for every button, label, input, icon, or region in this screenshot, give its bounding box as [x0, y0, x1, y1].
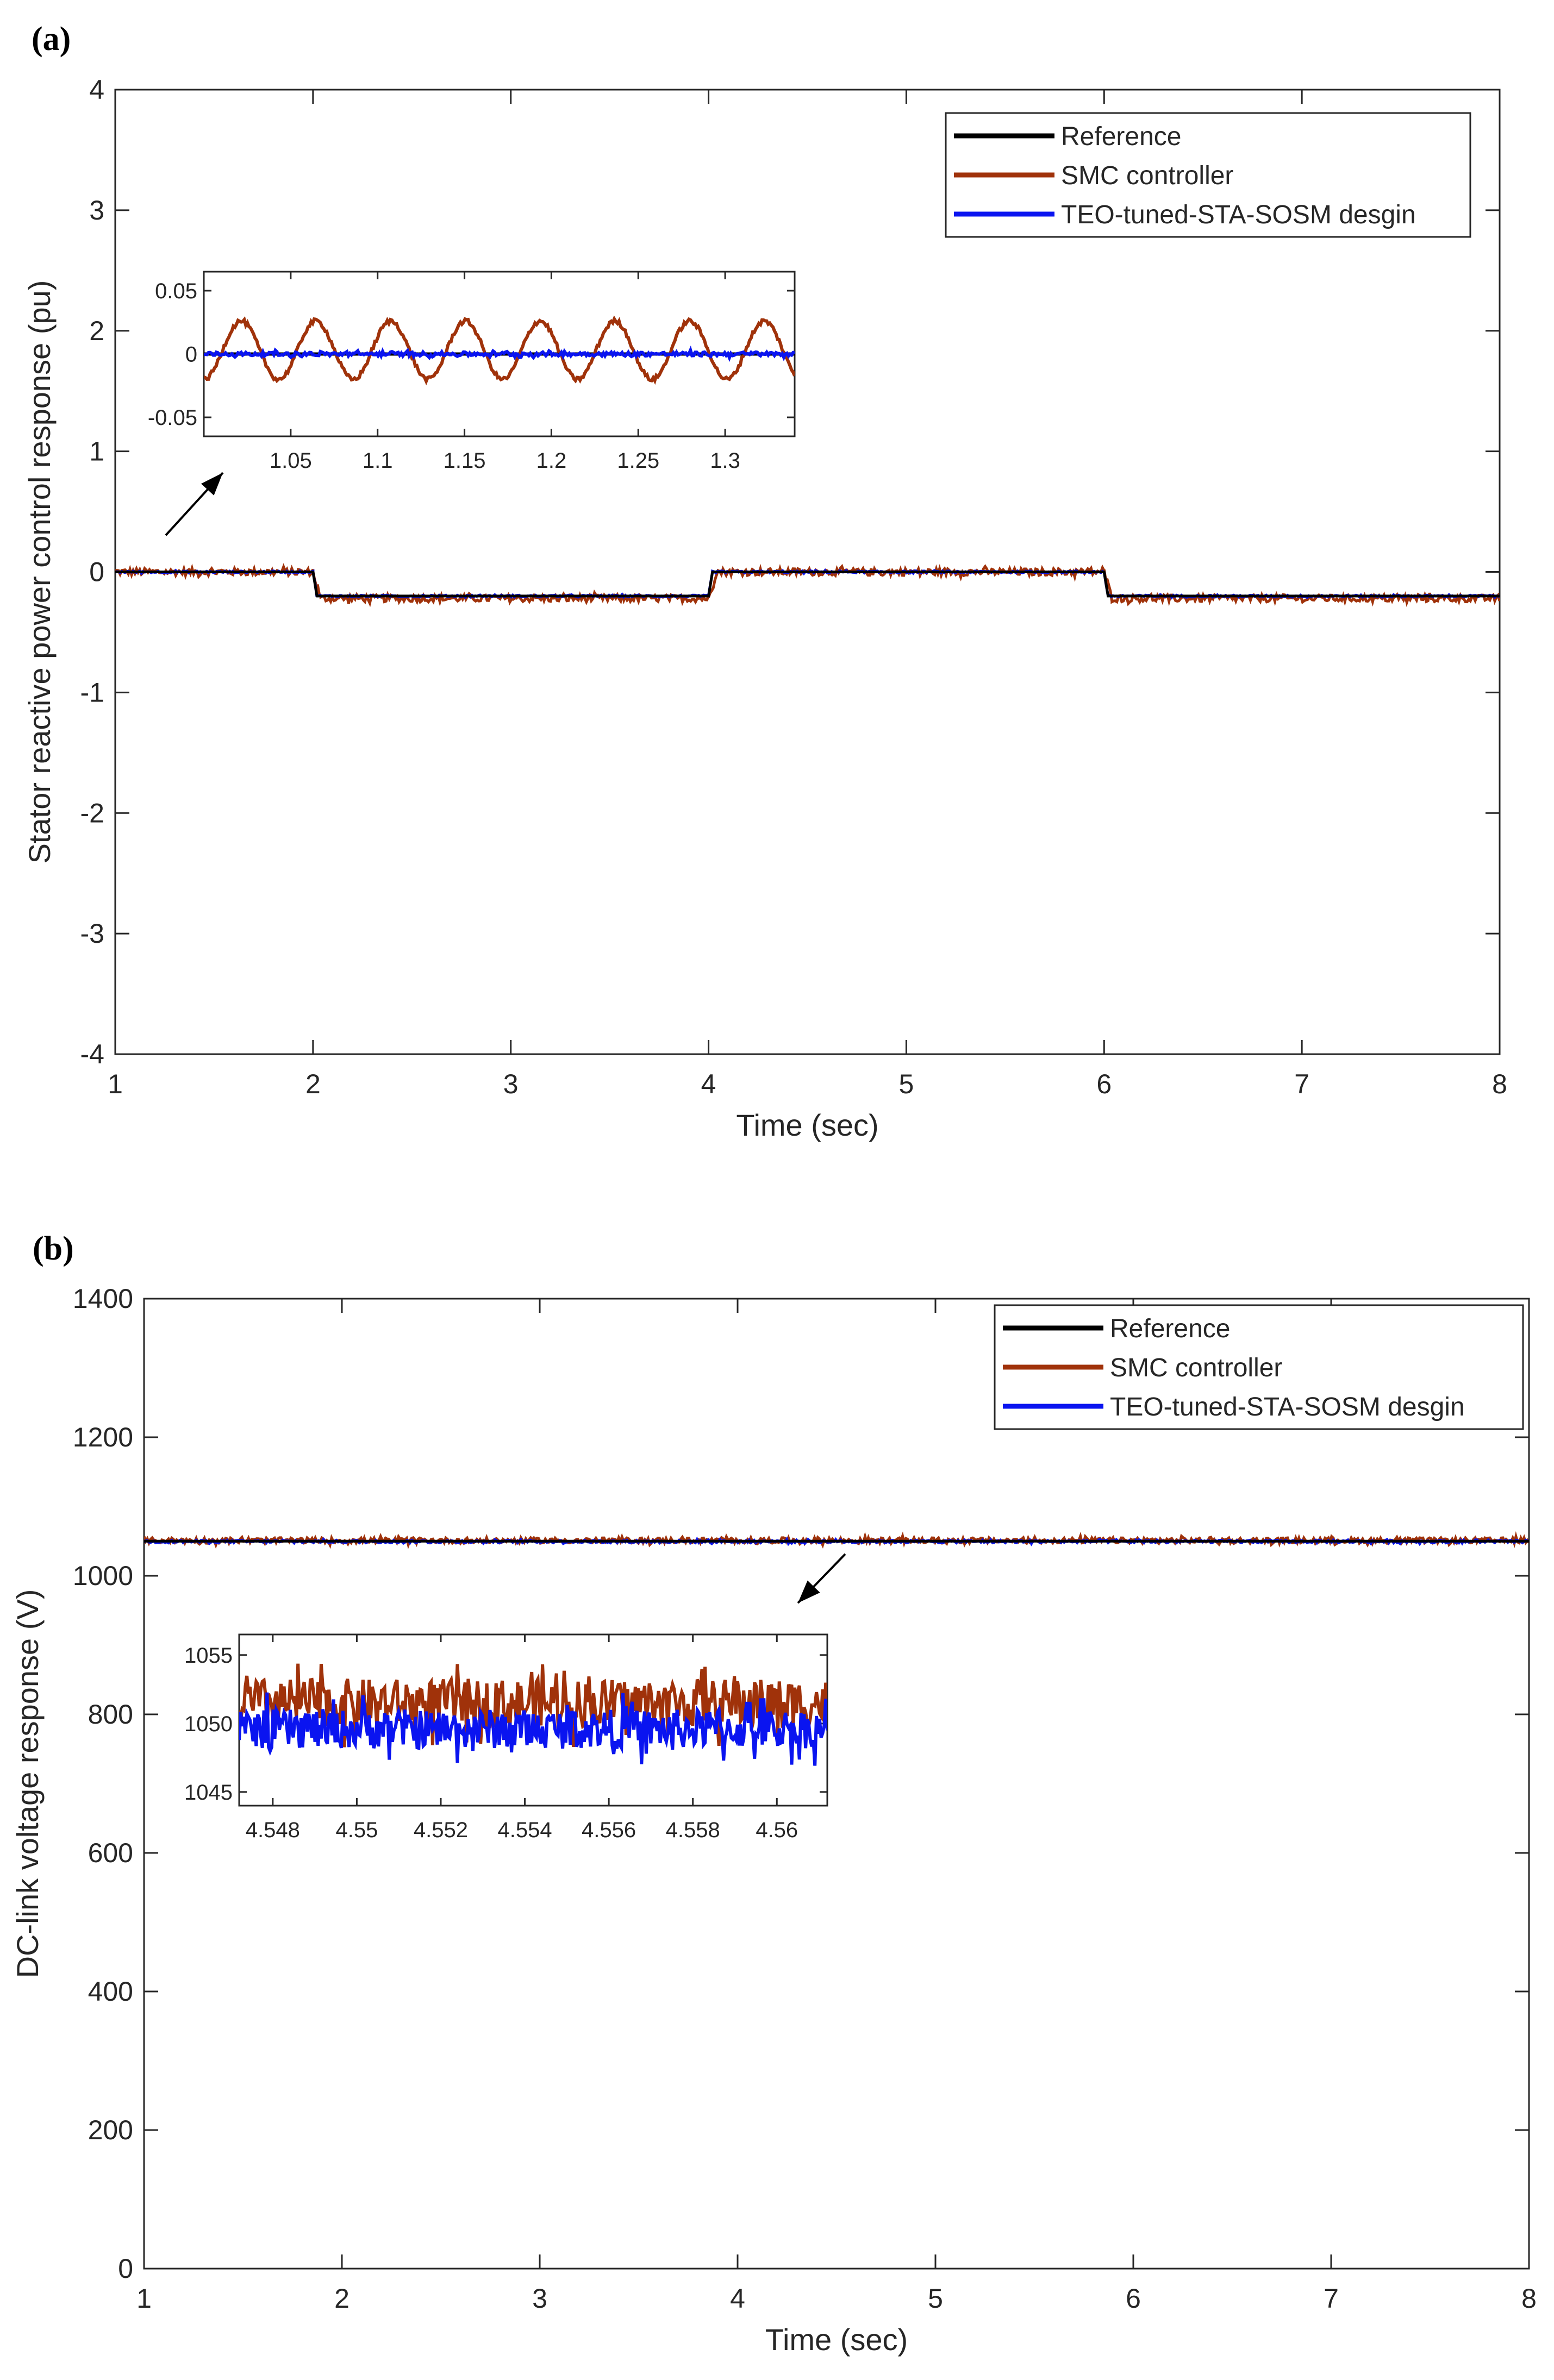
- y-tick-label: 400: [88, 1976, 133, 2007]
- y-tick-label: 4: [89, 74, 104, 105]
- inset-x-tick-label: 4.552: [414, 1818, 468, 1842]
- x-tick-label: 5: [899, 1069, 914, 1099]
- inset-series-line-smc-controller: [204, 315, 795, 386]
- panel-label: (a): [32, 21, 71, 58]
- inset-x-tick-label: 4.556: [582, 1818, 636, 1842]
- x-axis-label: Time (sec): [736, 1108, 878, 1142]
- x-tick-label: 3: [532, 2283, 547, 2314]
- inset-x-tick-label: 1.2: [536, 449, 567, 473]
- inset-y-tick-label: 0.05: [155, 279, 197, 303]
- inset-y-tick-label: 1055: [184, 1644, 233, 1668]
- y-tick-label: 200: [88, 2115, 133, 2145]
- legend-entry: TEO-tuned-STA-SOSM desgin: [1110, 1393, 1465, 1421]
- legend: Reference SMC controller TEO-tuned-STA-SOS…: [994, 1304, 1524, 1430]
- panel-label: (b): [33, 1230, 74, 1267]
- inset: 4.548 4.55 4.552 4.554 4.556 4.558 4.56 1055 105…: [184, 1633, 828, 1842]
- inset-y-tick-label: -0.05: [148, 406, 197, 430]
- x-tick-label: 2: [334, 2283, 350, 2314]
- y-tick-label: -2: [80, 798, 104, 828]
- inset-x-tick-label: 4.56: [756, 1818, 798, 1842]
- legend-entry: TEO-tuned-STA-SOSM desgin: [1061, 201, 1416, 229]
- y-tick-label: 600: [88, 1838, 133, 1868]
- y-tick-label: -3: [80, 918, 104, 949]
- y-tick-label: 0: [118, 2253, 133, 2284]
- inset-x-tick-label: 1.25: [617, 449, 659, 473]
- y-tick-label: 2: [89, 316, 104, 346]
- panel-b: (b) 1 2 3 4 5 6 7 8 0 200 400 600 800 1000 1200 1400 Time…: [10, 1230, 1537, 2357]
- x-tick-label: 8: [1521, 2283, 1537, 2314]
- inset-x-tick-label: 1.1: [363, 449, 393, 473]
- x-tick-label: 5: [928, 2283, 943, 2314]
- panel-a: (a) 1 2 3 4 5 6 7 8 -4 -3 -2 -1 0 1 2 3 4 Time (sec) Stator…: [22, 21, 1507, 1142]
- inset-x-tick-label: 4.55: [335, 1818, 378, 1842]
- legend: Reference SMC controller TEO-tuned-STA-SOS…: [945, 112, 1471, 238]
- inset-pointer-arrow: [797, 1553, 846, 1604]
- x-tick-label: 6: [1096, 1069, 1112, 1099]
- x-tick-label: 1: [108, 1069, 123, 1099]
- x-tick-label: 2: [305, 1069, 321, 1099]
- y-axis-label: Stator reactive power control response (…: [22, 280, 57, 864]
- legend-entry: SMC controller: [1061, 161, 1233, 190]
- x-tick-label: 3: [503, 1069, 519, 1099]
- x-tick-label: 6: [1126, 2283, 1141, 2314]
- inset-x-tick-label: 4.554: [497, 1818, 552, 1842]
- axes-box: [143, 1298, 1530, 2270]
- y-tick-label: -1: [80, 677, 104, 707]
- inset-y-tick-label: 1045: [184, 1781, 233, 1805]
- y-axis-label: DC-link voltage response (V): [10, 1589, 45, 1978]
- inset-y-tick-label: 0: [185, 343, 197, 367]
- arrow-head: [201, 473, 223, 496]
- x-tick-label: 1: [136, 2283, 152, 2314]
- y-tick-label: 1400: [73, 1283, 133, 1314]
- series-line-reference: [115, 571, 1500, 598]
- inset-series-line-teo-tuned-sta-sosm-desgin: [239, 1692, 827, 1766]
- y-tick-label: 3: [89, 195, 104, 226]
- y-tick-label: 1000: [73, 1561, 133, 1591]
- inset-series-line-teo-tuned-sta-sosm-desgin: [204, 345, 795, 362]
- x-tick-label: 7: [1294, 1069, 1309, 1099]
- y-tick-label: 800: [88, 1699, 133, 1730]
- legend-entry: SMC controller: [1110, 1354, 1282, 1382]
- arrow-head: [798, 1580, 820, 1603]
- inset-x-tick-label: 4.558: [666, 1818, 720, 1842]
- y-tick-label: 0: [89, 557, 104, 587]
- x-tick-label: 4: [701, 1069, 716, 1099]
- inset-x-tick-label: 1.05: [270, 449, 312, 473]
- y-tick-label: 1200: [73, 1422, 133, 1452]
- x-tick-label: 7: [1324, 2283, 1339, 2314]
- inset-pointer-arrow: [165, 472, 224, 536]
- inset-x-tick-label: 4.548: [246, 1818, 300, 1842]
- legend-entry: Reference: [1110, 1314, 1230, 1343]
- x-tick-label: 4: [730, 2283, 745, 2314]
- inset: 1.05 1.1 1.15 1.2 1.25 1.3 0.05 0 -0.05: [148, 271, 796, 473]
- legend-entry: Reference: [1061, 122, 1181, 151]
- inset-x-tick-label: 1.15: [444, 449, 486, 473]
- inset-x-tick-label: 1.3: [710, 449, 740, 473]
- y-tick-label: 1: [89, 436, 104, 467]
- x-axis-label: Time (sec): [765, 2322, 908, 2357]
- inset-y-tick-label: 1050: [184, 1712, 233, 1736]
- x-tick-label: 8: [1492, 1069, 1507, 1099]
- y-tick-label: -4: [80, 1039, 104, 1069]
